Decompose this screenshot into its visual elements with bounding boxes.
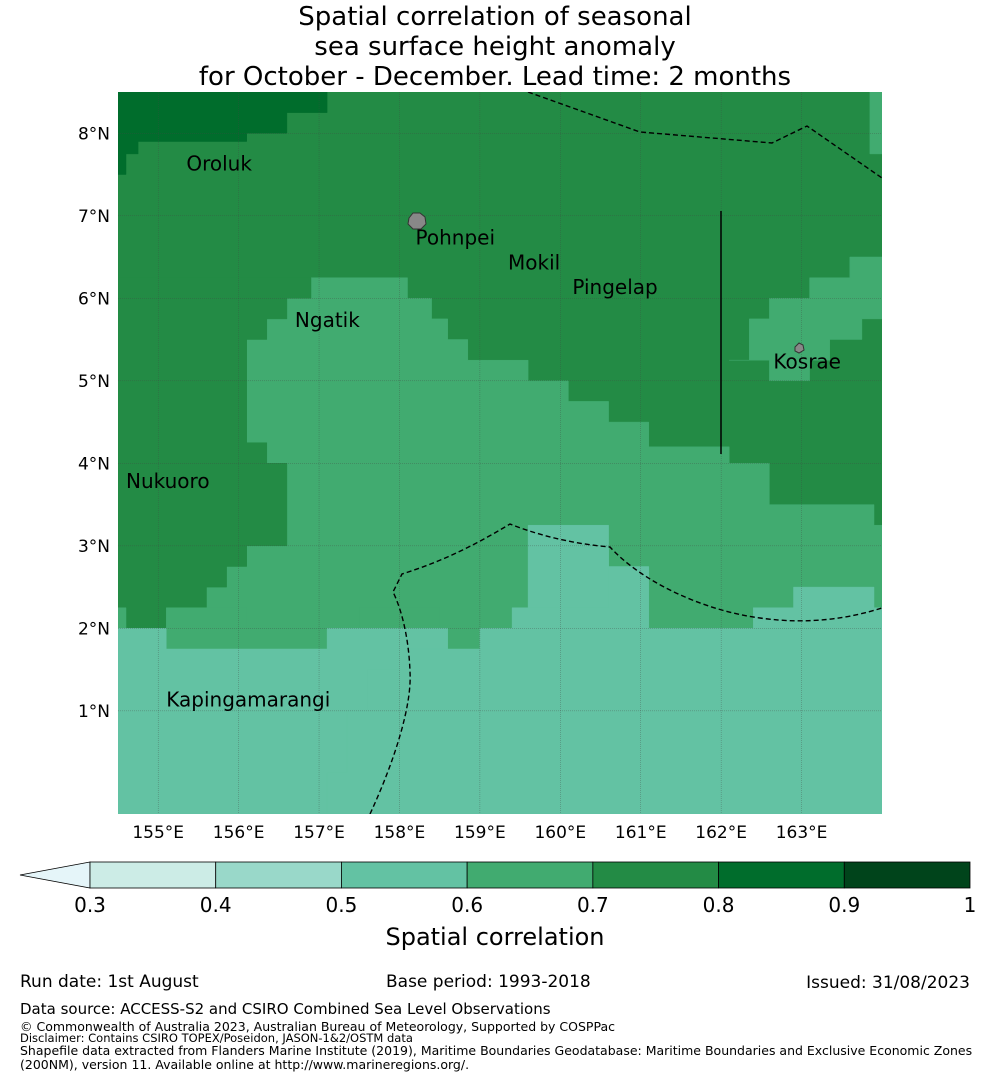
lat-tick-label: 3°N <box>78 537 110 557</box>
colorbar-tick-label: 0.8 <box>703 893 735 917</box>
place-label: Ngatik <box>295 308 360 332</box>
title-line-1: Spatial correlation of seasonal <box>298 2 692 32</box>
pohnpei-island <box>407 212 427 230</box>
lat-tick-label: 6°N <box>78 289 110 309</box>
correlation-region <box>729 256 882 382</box>
lat-tick-label: 4°N <box>78 454 110 474</box>
axis-ticks: 155°E 156°E 157°E 158°E 159°E 160°E 161°E 162°E… <box>78 124 827 843</box>
lon-tick-label: 156°E <box>213 823 265 843</box>
title-line-2: sea surface height anomaly <box>314 32 676 62</box>
place-label: Pohnpei <box>416 226 496 250</box>
colorbar-tick-label: 0.9 <box>828 893 860 917</box>
copyright: © Commonwealth of Australia 2023, Austra… <box>20 1019 615 1034</box>
eez-boundaries <box>369 92 882 814</box>
colorbar-bin <box>843 861 971 889</box>
colorbar-bin <box>466 861 594 889</box>
eez-boundary-south <box>369 523 882 814</box>
lat-tick-label: 1°N <box>78 702 110 722</box>
eez-boundary-north <box>527 92 882 179</box>
colorbar-bin <box>89 861 217 889</box>
lat-tick-label: 5°N <box>78 372 110 392</box>
place-label: Kapingamarangi <box>166 688 330 712</box>
lon-tick-label: 155°E <box>132 823 184 843</box>
kosrae-island <box>794 342 805 354</box>
lat-tick-label: 2°N <box>78 619 110 639</box>
place-label: Nukuoro <box>126 469 210 493</box>
lat-tick-label: 7°N <box>78 207 110 227</box>
correlation-region <box>869 92 882 155</box>
lat-tick-label: 8°N <box>78 124 110 144</box>
colorbar-tick-label: 0.4 <box>200 893 232 917</box>
place-label: Pingelap <box>572 275 657 299</box>
disclaimer: Disclaimer: Contains CSIRO TOPEX/Poseido… <box>20 1031 413 1045</box>
shapefile-credit-1: Shapefile data extracted from Flanders M… <box>20 1043 973 1058</box>
run-date: Run date: 1st August <box>20 972 199 992</box>
colorbar-bin <box>341 861 468 889</box>
issued-date: Issued: 31/08/2023 <box>806 973 970 993</box>
place-label: Mokil <box>508 250 560 274</box>
place-label: Oroluk <box>186 151 252 175</box>
colorbar-tick-label: 0.7 <box>577 893 609 917</box>
shapefile-credit-2: (200NM), version 11. Available online at… <box>20 1057 470 1072</box>
islands <box>407 212 805 354</box>
colorbar-tick-label: 0.3 <box>74 893 106 917</box>
lon-tick-label: 161°E <box>615 823 667 843</box>
lon-tick-label: 157°E <box>293 823 345 843</box>
colorbar-bin <box>215 861 342 889</box>
colorbar-bin <box>592 861 719 889</box>
lon-tick-label: 163°E <box>776 823 828 843</box>
colorbar-title: Spatial correlation <box>385 923 604 951</box>
map-title: Spatial correlation of seasonal sea surf… <box>0 2 990 92</box>
lon-tick-label: 160°E <box>534 823 586 843</box>
title-line-3: for October - December. Lead time: 2 mon… <box>198 62 792 92</box>
correlation-region <box>527 524 609 608</box>
lon-tick-label: 162°E <box>695 823 747 843</box>
data-source: Data source: ACCESS-S2 and CSIRO Combine… <box>20 1000 551 1018</box>
colorbar-tick-label: 0.5 <box>326 893 358 917</box>
colorbar-tick-label: 0.6 <box>451 893 483 917</box>
colorbar-under-arrow <box>19 861 91 889</box>
correlation-map: Oroluk Pohnpei Mokil Pingelap Ngatik Kosrae Nu… <box>19 92 977 951</box>
base-period: Base period: 1993-2018 <box>386 972 591 992</box>
lon-tick-label: 158°E <box>374 823 426 843</box>
place-labels: Oroluk Pohnpei Mokil Pingelap Ngatik Kosrae Nu… <box>126 151 841 711</box>
colorbar-tick-label: 1 <box>964 893 977 917</box>
place-label: Kosrae <box>773 349 841 373</box>
colorbar: 0.3 0.4 0.5 0.6 0.7 0.8 0.9 1 Spatial correlatio… <box>19 861 977 951</box>
colorbar-bin <box>718 861 845 889</box>
lon-tick-label: 159°E <box>454 823 506 843</box>
